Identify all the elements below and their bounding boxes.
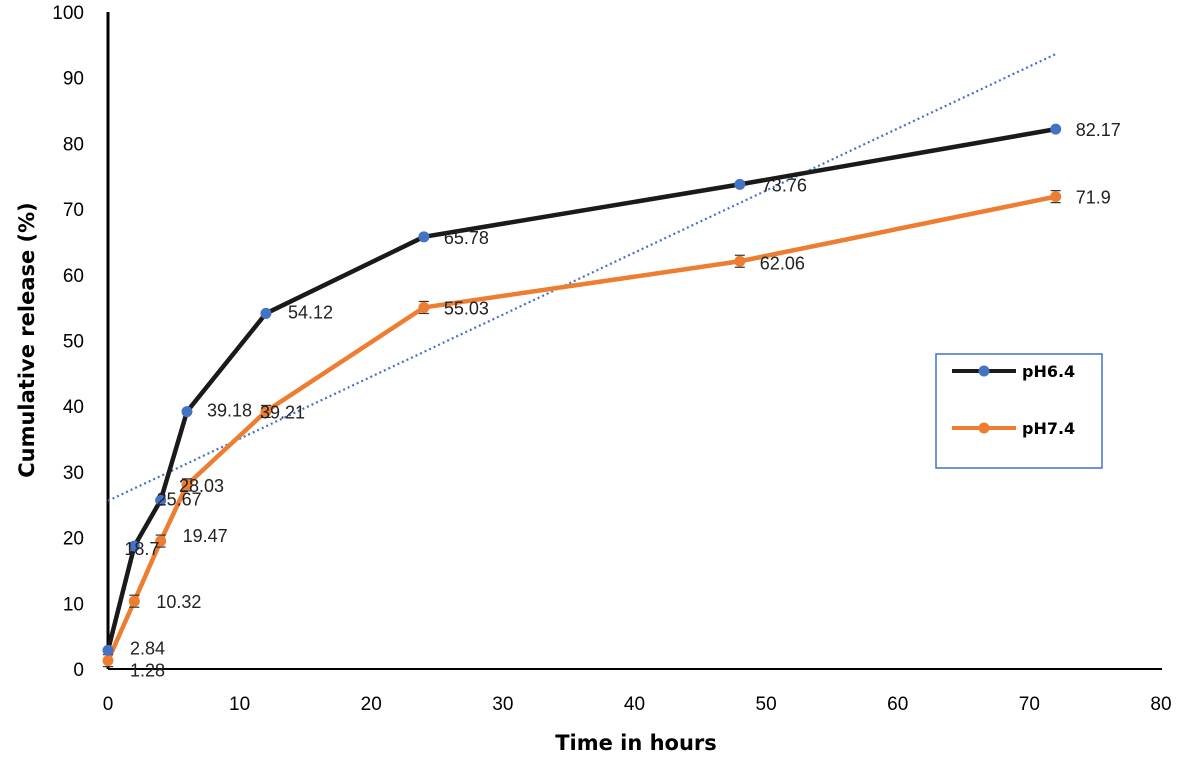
x-tick-label: 40 (624, 694, 645, 715)
series-line-ph64 (105, 126, 1057, 651)
data-label-ph64: 25.67 (157, 489, 202, 509)
data-label-ph74: 10.32 (156, 592, 201, 612)
x-tick-label: 60 (887, 694, 908, 715)
legend-marker-ph74 (978, 422, 990, 434)
legend-label-ph64: pH6.4 (1022, 362, 1075, 381)
data-label-ph64: 73.76 (762, 175, 807, 195)
y-tick-label: 80 (63, 134, 84, 155)
data-point-ph74 (102, 655, 114, 667)
x-tick-label: 50 (756, 694, 777, 715)
series-layer (102, 123, 1062, 668)
x-tick-label: 20 (361, 694, 382, 715)
x-tick-label: 70 (1019, 694, 1040, 715)
y-tick-label: 40 (63, 397, 84, 418)
data-point-ph74 (734, 255, 746, 267)
y-tick-label: 100 (52, 3, 84, 24)
legend-label-ph74: pH7.4 (1022, 419, 1075, 438)
x-tick-label: 0 (103, 694, 114, 715)
data-label-ph74: 19.47 (183, 526, 228, 546)
data-label-ph74: 1.28 (130, 661, 165, 681)
data-point-ph64 (1050, 123, 1062, 135)
data-label-ph74: 55.03 (444, 298, 489, 318)
data-label-ph74: 71.9 (1076, 188, 1111, 208)
legend-marker-ph64 (978, 365, 990, 377)
x-axis: Time in hours (108, 668, 1162, 755)
data-point-ph74 (418, 301, 430, 313)
y-tick-label: 90 (63, 69, 84, 90)
data-label-ph64: 65.78 (444, 228, 489, 248)
trendline (107, 53, 1057, 502)
y-tick-label: 50 (63, 332, 84, 353)
x-tick-label: 30 (492, 694, 513, 715)
data-point-ph64 (181, 406, 193, 418)
data-point-ph74 (128, 595, 140, 607)
x-tick-labels: 0 10 20 30 40 50 60 70 80 (103, 694, 1172, 715)
data-point-ph64 (418, 231, 430, 243)
data-point-ph74 (181, 479, 193, 491)
data-label-ph74: 39.21 (260, 402, 305, 422)
data-label-ph64: 18.7 (124, 539, 159, 559)
data-point-ph64 (260, 307, 272, 319)
data-point-ph64 (102, 644, 114, 656)
data-point-ph64 (155, 494, 167, 506)
x-axis-title: Time in hours (555, 731, 717, 755)
trendline-layer (107, 53, 1057, 502)
data-point-ph64 (128, 540, 140, 552)
data-label-ph64: 82.17 (1076, 120, 1121, 140)
y-tick-label: 60 (63, 266, 84, 287)
y-tick-label: 70 (63, 200, 84, 221)
y-tick-label: 10 (63, 594, 84, 615)
data-label-ph64: 54.12 (288, 302, 333, 322)
y-axis-title: Cumulative release (%) (15, 202, 39, 478)
y-axis: Cumulative release (%) (15, 12, 110, 669)
data-label-ph74: 62.06 (760, 253, 805, 273)
series-line-ph74 (105, 194, 1057, 662)
data-point-ph74 (155, 535, 167, 547)
legend: pH6.4 pH7.4 (935, 353, 1103, 469)
x-tick-label: 10 (229, 694, 250, 715)
y-tick-label: 0 (73, 660, 84, 681)
data-label-ph64: 2.84 (130, 638, 165, 658)
y-tick-label: 20 (63, 529, 84, 550)
data-point-ph74 (1050, 191, 1062, 203)
y-tick-label: 30 (63, 463, 84, 484)
data-point-ph74 (260, 405, 272, 417)
data-point-ph64 (734, 178, 746, 190)
x-tick-label: 80 (1150, 694, 1171, 715)
data-label-ph74: 28.03 (179, 476, 224, 496)
y-tick-labels: 0 10 20 30 40 50 60 70 80 90 100 (52, 3, 84, 681)
data-labels-layer: 2.84 18.7 25.67 39.18 54.12 65.78 73.76 82.17 1.… (124, 120, 1120, 680)
data-label-ph64: 39.18 (207, 401, 252, 421)
